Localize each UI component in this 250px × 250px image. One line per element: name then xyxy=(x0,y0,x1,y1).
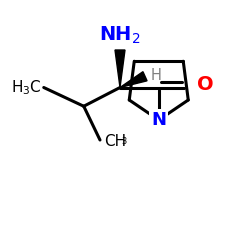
Polygon shape xyxy=(120,72,147,88)
Text: N: N xyxy=(151,111,166,129)
Text: $_3$: $_3$ xyxy=(120,134,127,147)
Text: NH$_2$: NH$_2$ xyxy=(99,25,141,46)
Text: CH: CH xyxy=(104,134,126,149)
Text: H$_3$C: H$_3$C xyxy=(11,78,42,97)
Polygon shape xyxy=(115,50,125,88)
Text: O: O xyxy=(197,76,213,94)
Text: H: H xyxy=(150,68,162,83)
